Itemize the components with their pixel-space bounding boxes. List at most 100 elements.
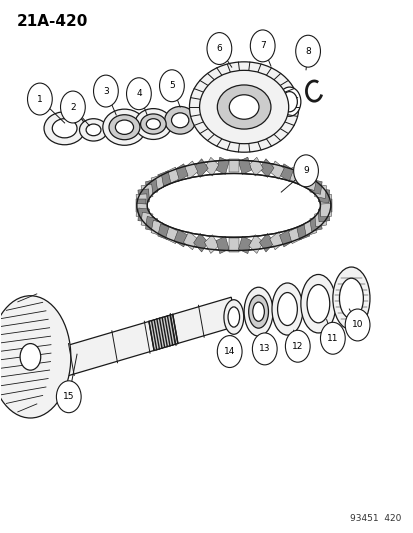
Polygon shape bbox=[259, 233, 273, 252]
Polygon shape bbox=[151, 220, 164, 236]
Ellipse shape bbox=[52, 119, 77, 138]
Text: 2: 2 bbox=[70, 102, 76, 111]
Ellipse shape bbox=[86, 124, 101, 136]
Ellipse shape bbox=[277, 293, 297, 326]
Circle shape bbox=[285, 330, 309, 362]
Polygon shape bbox=[288, 167, 301, 184]
Polygon shape bbox=[193, 233, 208, 252]
Polygon shape bbox=[238, 157, 251, 174]
Ellipse shape bbox=[217, 85, 270, 129]
Ellipse shape bbox=[0, 296, 71, 418]
Polygon shape bbox=[296, 171, 309, 187]
Polygon shape bbox=[193, 159, 208, 177]
Circle shape bbox=[60, 91, 85, 123]
Text: 5: 5 bbox=[169, 81, 174, 90]
Polygon shape bbox=[320, 204, 331, 217]
Circle shape bbox=[56, 381, 81, 413]
Text: 93451  420: 93451 420 bbox=[349, 514, 400, 523]
Ellipse shape bbox=[171, 113, 188, 128]
Circle shape bbox=[217, 336, 242, 368]
Polygon shape bbox=[141, 212, 152, 227]
Text: 7: 7 bbox=[259, 42, 265, 51]
Polygon shape bbox=[157, 171, 171, 187]
Polygon shape bbox=[204, 157, 218, 176]
Polygon shape bbox=[279, 229, 293, 247]
Polygon shape bbox=[303, 220, 316, 236]
Polygon shape bbox=[279, 164, 293, 181]
Polygon shape bbox=[204, 235, 218, 253]
Polygon shape bbox=[145, 180, 157, 195]
Polygon shape bbox=[314, 184, 326, 198]
Ellipse shape bbox=[332, 267, 369, 330]
Text: 4: 4 bbox=[136, 89, 141, 98]
Polygon shape bbox=[157, 224, 171, 240]
Polygon shape bbox=[309, 180, 321, 195]
Polygon shape bbox=[165, 167, 178, 184]
Ellipse shape bbox=[102, 109, 146, 146]
Polygon shape bbox=[296, 224, 309, 240]
Circle shape bbox=[126, 78, 151, 110]
Polygon shape bbox=[174, 229, 188, 247]
Circle shape bbox=[206, 33, 231, 64]
Polygon shape bbox=[14, 297, 236, 390]
Polygon shape bbox=[248, 235, 263, 253]
Ellipse shape bbox=[199, 70, 288, 144]
Ellipse shape bbox=[271, 283, 302, 335]
Text: 8: 8 bbox=[304, 47, 310, 55]
Polygon shape bbox=[228, 159, 238, 172]
Polygon shape bbox=[183, 231, 197, 250]
Polygon shape bbox=[135, 199, 146, 212]
Polygon shape bbox=[136, 204, 147, 217]
Ellipse shape bbox=[140, 114, 166, 134]
Ellipse shape bbox=[189, 62, 298, 152]
Ellipse shape bbox=[228, 307, 239, 327]
Ellipse shape bbox=[44, 112, 85, 145]
Circle shape bbox=[250, 30, 274, 62]
Polygon shape bbox=[165, 227, 178, 244]
Polygon shape bbox=[228, 238, 238, 252]
Text: 14: 14 bbox=[223, 347, 235, 356]
Ellipse shape bbox=[229, 95, 259, 119]
Polygon shape bbox=[309, 216, 321, 231]
Ellipse shape bbox=[109, 115, 140, 140]
Polygon shape bbox=[320, 194, 331, 207]
Ellipse shape bbox=[115, 120, 133, 134]
Polygon shape bbox=[318, 208, 329, 222]
Text: 15: 15 bbox=[63, 392, 74, 401]
Text: 9: 9 bbox=[302, 166, 308, 175]
Polygon shape bbox=[216, 157, 228, 174]
Ellipse shape bbox=[252, 302, 264, 321]
Ellipse shape bbox=[339, 278, 363, 319]
Ellipse shape bbox=[281, 92, 297, 112]
Circle shape bbox=[295, 35, 320, 67]
Ellipse shape bbox=[248, 295, 268, 328]
Polygon shape bbox=[138, 208, 149, 222]
Circle shape bbox=[20, 344, 40, 370]
Circle shape bbox=[93, 75, 118, 107]
Circle shape bbox=[27, 83, 52, 115]
Ellipse shape bbox=[147, 173, 320, 237]
Polygon shape bbox=[303, 175, 316, 190]
Polygon shape bbox=[138, 189, 149, 203]
Ellipse shape bbox=[244, 287, 272, 336]
Text: 6: 6 bbox=[216, 44, 222, 53]
Polygon shape bbox=[136, 194, 147, 207]
Ellipse shape bbox=[300, 274, 335, 333]
Circle shape bbox=[344, 309, 369, 341]
Circle shape bbox=[252, 333, 276, 365]
Text: 1: 1 bbox=[37, 94, 43, 103]
Polygon shape bbox=[320, 199, 331, 212]
Circle shape bbox=[320, 322, 344, 354]
Circle shape bbox=[293, 155, 318, 187]
Ellipse shape bbox=[146, 119, 160, 130]
Polygon shape bbox=[269, 231, 283, 250]
Ellipse shape bbox=[79, 119, 107, 141]
Polygon shape bbox=[318, 189, 329, 203]
Polygon shape bbox=[141, 184, 152, 198]
Polygon shape bbox=[269, 161, 283, 179]
Polygon shape bbox=[183, 161, 197, 179]
Ellipse shape bbox=[164, 107, 195, 134]
Polygon shape bbox=[238, 236, 251, 254]
Polygon shape bbox=[216, 236, 228, 254]
Ellipse shape bbox=[223, 300, 243, 334]
